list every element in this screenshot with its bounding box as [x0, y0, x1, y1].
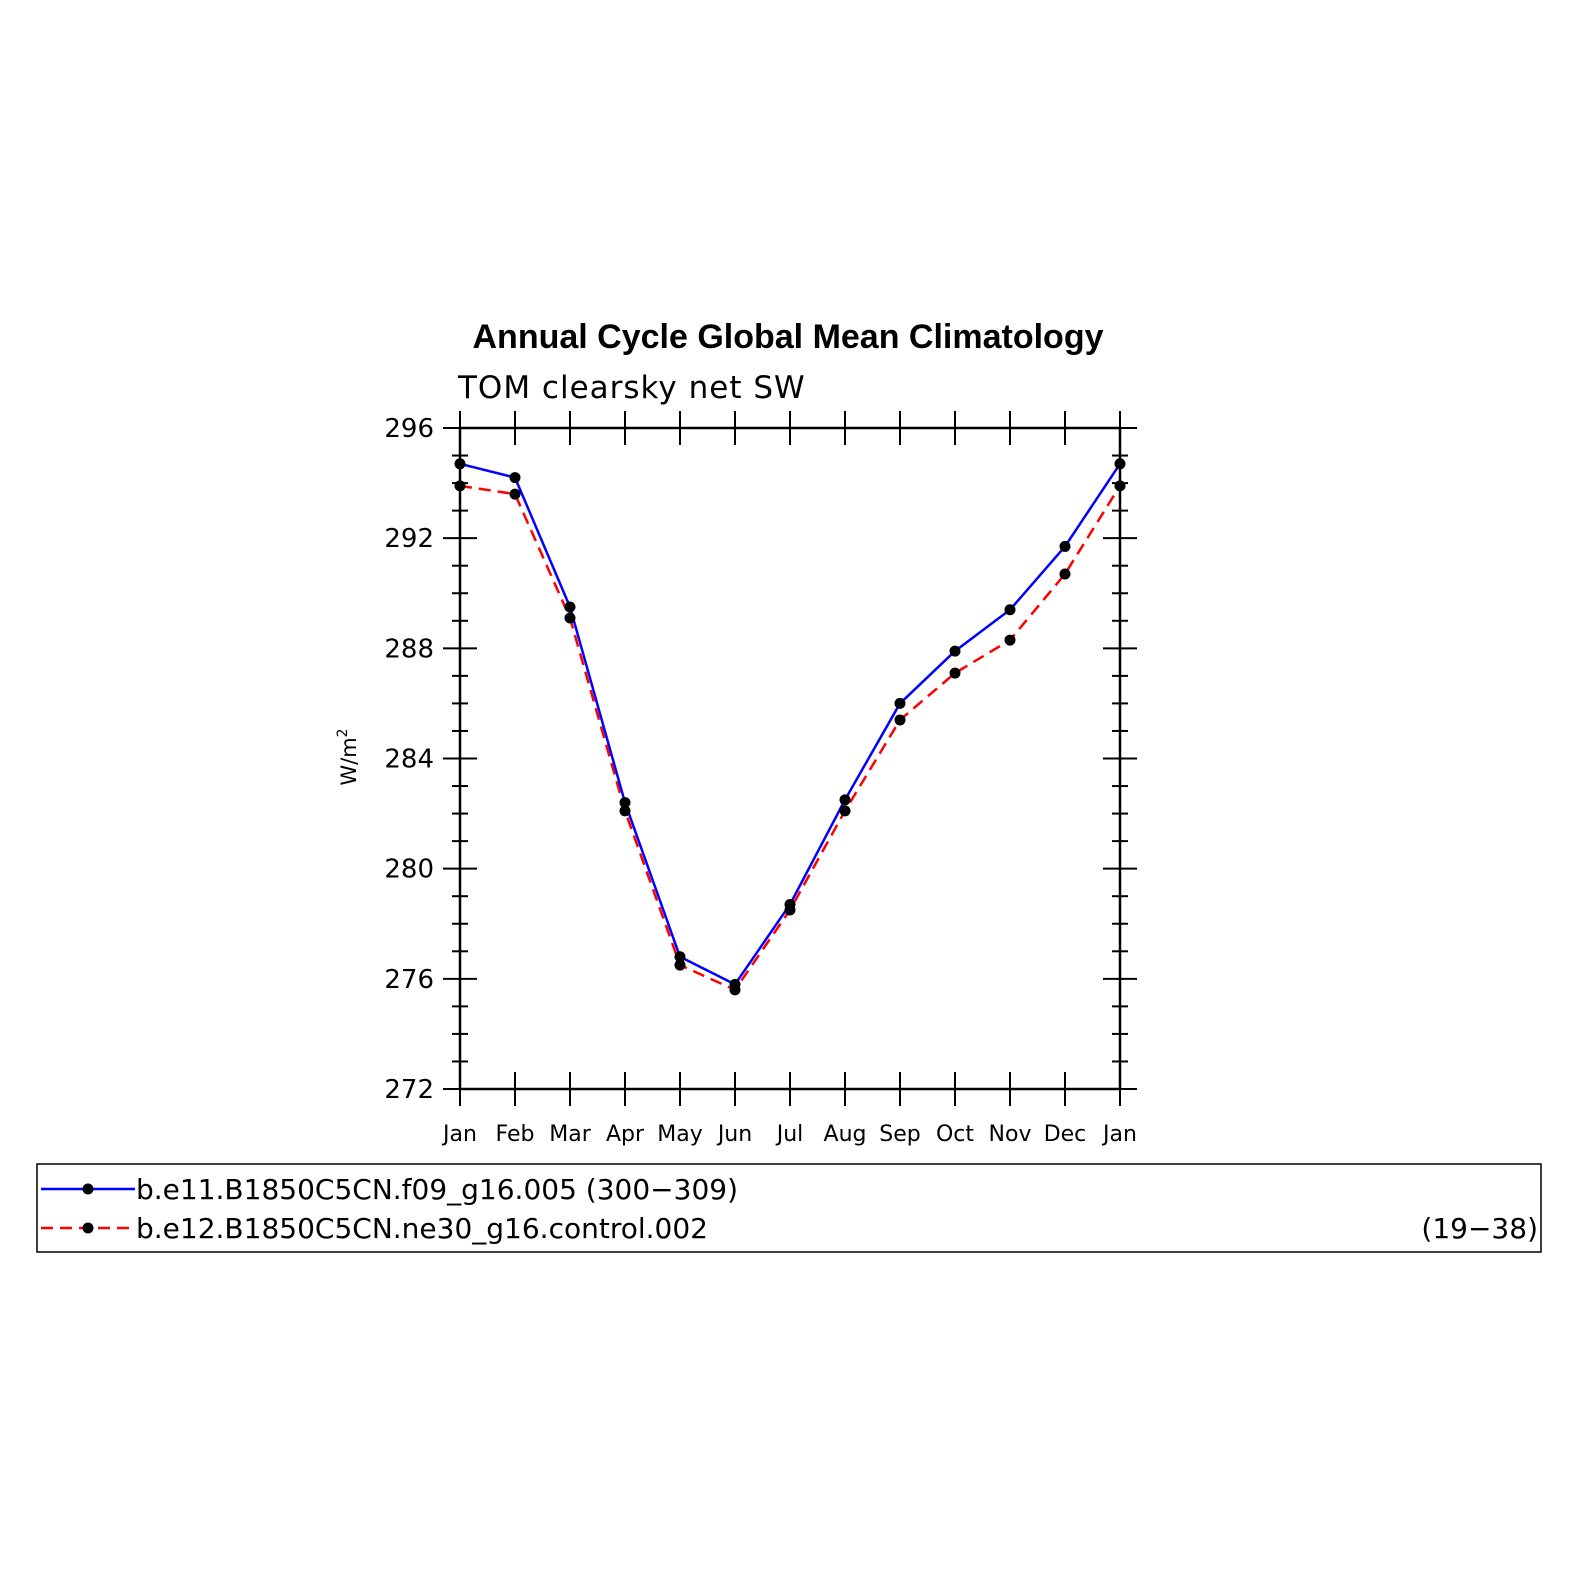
legend-series-name-2: b.e12.B1850C5CN.ne30_g16.control.002	[136, 1212, 708, 1245]
series-2-point	[894, 714, 906, 726]
legend-box	[36, 1163, 1542, 1253]
y-axis-label-superscript: 2	[335, 728, 351, 737]
x-tick-label: Jul	[775, 1122, 804, 1147]
legend: b.e11.B1850C5CN.f09_g16.005 (300−309) b.…	[36, 1163, 1542, 1253]
y-tick-label: 288	[384, 634, 434, 664]
chart-title: Annual Cycle Global Mean Climatology	[473, 318, 1104, 356]
series-1-point	[1004, 604, 1016, 616]
series-1-point	[839, 794, 851, 806]
legend-series-years-1: (300−309)	[586, 1173, 738, 1206]
x-tick-label: Aug	[824, 1122, 867, 1147]
series-1-point	[454, 458, 466, 470]
y-axis-label: W/m2	[335, 728, 361, 785]
y-axis-label-text: W/m	[337, 737, 361, 785]
x-tick-label: Mar	[549, 1122, 591, 1147]
x-tick-label: Dec	[1044, 1122, 1087, 1147]
series-1-point	[894, 697, 906, 709]
series-2-point	[949, 667, 961, 679]
series-2-point	[564, 612, 576, 624]
y-tick-label: 272	[384, 1075, 434, 1105]
legend-series-name-1: b.e11.B1850C5CN.f09_g16.005	[136, 1173, 577, 1206]
x-tick-label: Sep	[879, 1122, 920, 1147]
plot-series	[454, 458, 1126, 996]
series-1-point	[1114, 458, 1126, 470]
plot-frame	[458, 426, 1122, 1091]
series-2-point	[509, 488, 521, 500]
series-2-point	[454, 480, 466, 492]
x-tick-label: Oct	[936, 1122, 974, 1147]
y-tick-label: 296	[384, 414, 434, 444]
series-1-point	[564, 601, 576, 613]
x-tick-label: Nov	[989, 1122, 1032, 1147]
x-tick-label: May	[657, 1122, 702, 1147]
chart-subtitle: TOM clearsky net SW	[457, 370, 806, 406]
legend-entry-1: b.e11.B1850C5CN.f09_g16.005 (300−309)	[41, 1173, 738, 1206]
x-tick-label: Feb	[496, 1122, 535, 1147]
series-1-point	[674, 951, 686, 963]
series-2-point	[1059, 568, 1071, 580]
legend-label-1: b.e11.B1850C5CN.f09_g16.005 (300−309)	[136, 1173, 738, 1206]
series-1-point	[619, 797, 631, 809]
legend-swatch-marker-1	[82, 1183, 94, 1195]
series-1-point	[1059, 540, 1071, 552]
legend-entry-2: b.e12.B1850C5CN.ne30_g16.control.002 (19…	[41, 1212, 1538, 1245]
series-1-point	[509, 472, 521, 484]
x-tick-label: Apr	[606, 1122, 645, 1147]
legend-swatch-marker-2	[82, 1222, 94, 1234]
x-tick-label: Jan	[441, 1122, 477, 1147]
x-tick-label: Jan	[1101, 1122, 1137, 1147]
series-2-point	[1004, 634, 1016, 646]
series-2-point	[1114, 480, 1126, 492]
series-1-point	[949, 645, 961, 657]
series-2-point	[729, 984, 741, 996]
x-tick-label: Jun	[716, 1122, 752, 1147]
y-tick-label: 280	[384, 855, 434, 885]
series-2-point	[674, 959, 686, 971]
y-tick-label: 276	[384, 965, 434, 995]
series-2-point	[619, 805, 631, 817]
plot-axes: 272 276 280 284 288 292 296 Jan Feb Mar Apr May Jun J…	[384, 411, 1137, 1147]
y-tick-label: 284	[384, 745, 434, 775]
series-2-point	[839, 805, 851, 817]
y-tick-label: 292	[384, 524, 434, 554]
series-2-point	[784, 904, 796, 916]
legend-series-years-2: (19−38)	[1421, 1212, 1538, 1245]
svg-text:W/m2: W/m2	[335, 728, 361, 785]
